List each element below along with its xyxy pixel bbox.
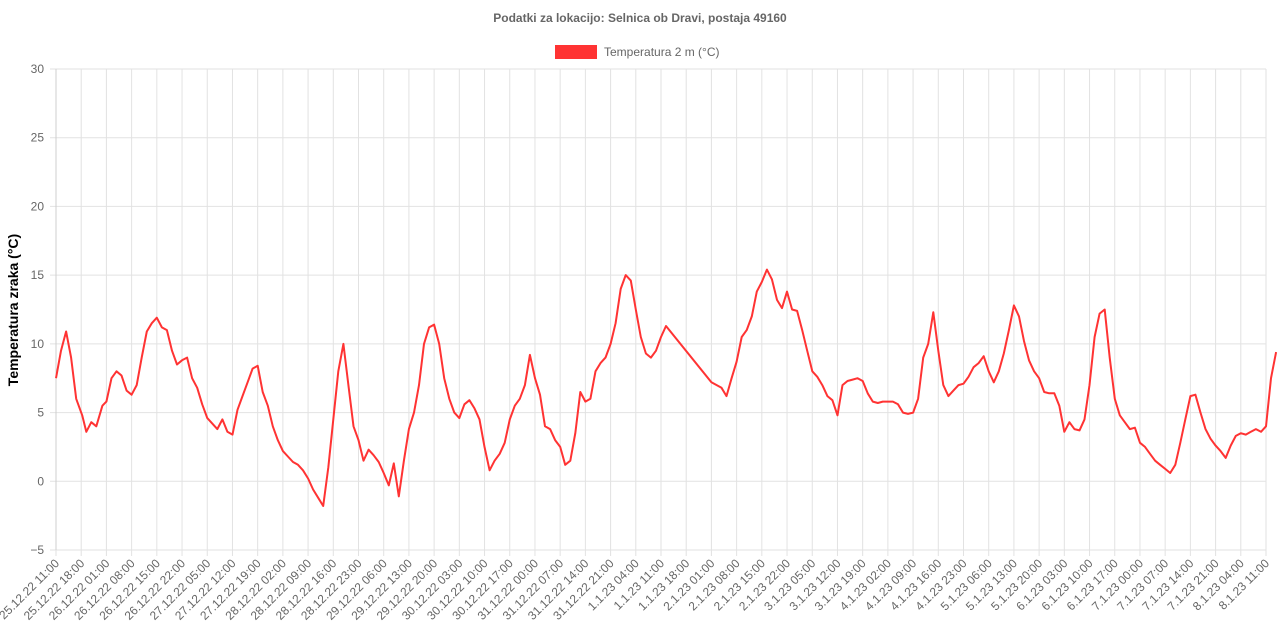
legend[interactable]: Temperatura 2 m (°C) [555,45,720,59]
y-axis-label: Temperatura zraka (°C) [5,234,21,386]
y-tick-label: 30 [31,62,45,76]
y-tick-label: 20 [31,199,45,213]
y-tick-label: 25 [31,131,45,145]
y-tick-label: −5 [30,543,44,557]
y-axis-ticks: 30 25 20 15 10 5 0 −5 [30,62,44,557]
temperature-series-line[interactable] [55,268,1278,507]
chart-title: Podatki za lokacijo: Selnica ob Dravi, p… [493,11,787,25]
y-tick-label: 10 [31,337,45,351]
legend-swatch [555,45,597,59]
y-tick-label: 5 [37,406,44,420]
grid-lines [50,68,1267,556]
y-tick-label: 15 [31,268,45,282]
legend-label: Temperatura 2 m (°C) [604,45,720,59]
y-tick-label: 0 [37,474,44,488]
series-layer [55,268,1278,507]
